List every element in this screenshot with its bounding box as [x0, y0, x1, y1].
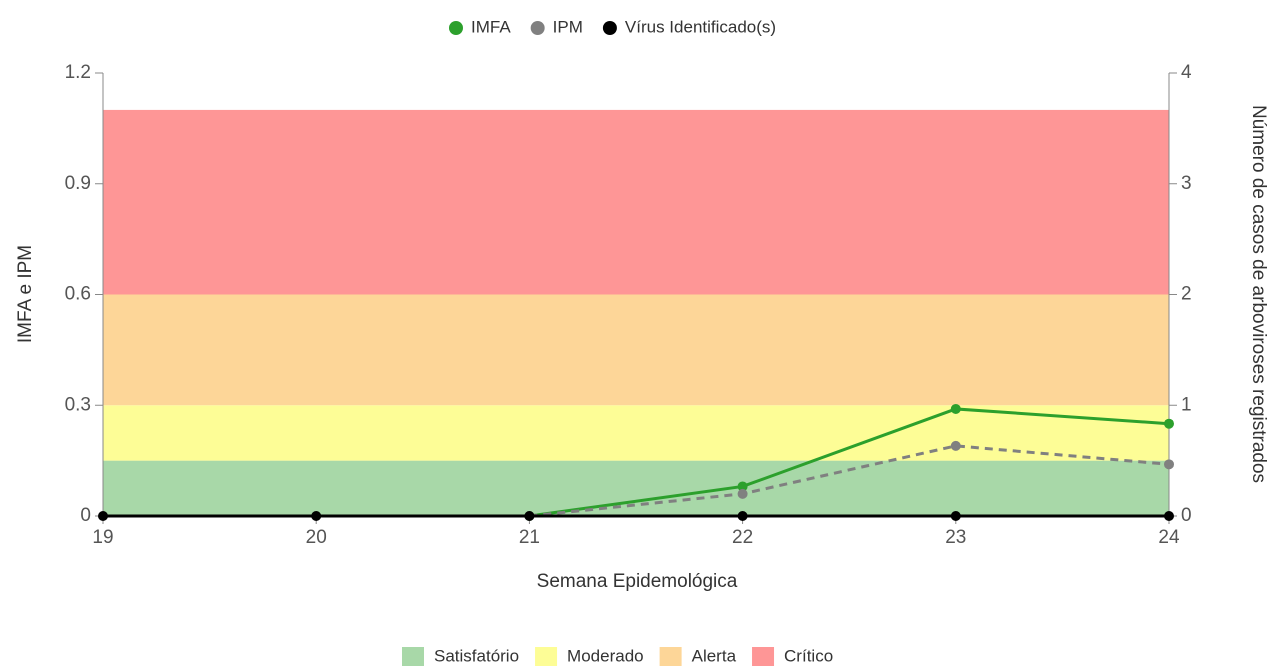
y2-axis-label: Número de casos de arboviroses registrad… — [1248, 105, 1269, 483]
point — [524, 511, 535, 521]
band — [103, 460, 1169, 516]
x-tick-label: 22 — [732, 527, 753, 548]
legend-marker — [530, 21, 545, 35]
legend-label: Vírus Identificado(s) — [625, 17, 776, 36]
legend-label: Satisfatório — [434, 646, 519, 665]
legend-marker — [602, 21, 617, 35]
x-tick-label: 23 — [945, 527, 966, 548]
legend-marker — [449, 21, 463, 35]
band — [103, 294, 1169, 406]
band — [103, 405, 1169, 461]
x-axis-label: Semana Epidemológica — [537, 571, 738, 592]
y2-tick-label: 3 — [1181, 173, 1192, 194]
point — [1164, 418, 1174, 429]
x-tick-label: 19 — [92, 527, 113, 548]
point — [950, 440, 961, 451]
legend-label: Moderado — [567, 646, 644, 665]
legend-swatch — [535, 647, 558, 666]
legend-swatch — [659, 647, 682, 666]
y-axis-label: IMFA e IPM — [15, 245, 36, 343]
y2-tick-label: 4 — [1181, 62, 1192, 83]
point — [737, 488, 748, 499]
y-tick-label: 0.6 — [65, 284, 91, 305]
y2-tick-label: 0 — [1181, 505, 1192, 526]
band — [103, 109, 1169, 295]
x-tick-label: 20 — [306, 527, 327, 548]
y-tick-label: 0.3 — [65, 394, 91, 415]
y-tick-label: 0.9 — [65, 173, 91, 194]
series-line — [529, 444, 1170, 518]
y-tick-label: 1.2 — [65, 62, 91, 83]
point — [737, 511, 748, 521]
point — [737, 481, 748, 492]
y2-tick-label: 1 — [1181, 394, 1192, 415]
legend-label: Alerta — [692, 646, 737, 665]
x-tick-label: 24 — [1158, 527, 1180, 548]
legend-swatch — [752, 647, 775, 666]
legend-label: IPM — [553, 17, 583, 36]
legend-swatch — [402, 647, 424, 666]
legend-label: Crítico — [784, 646, 833, 665]
point — [98, 511, 108, 521]
point — [950, 511, 961, 521]
x-tick-label: 21 — [519, 527, 540, 548]
point — [1164, 459, 1174, 470]
point — [311, 511, 322, 521]
series-line — [529, 407, 1170, 518]
point — [950, 403, 961, 414]
point — [1164, 511, 1174, 521]
y2-tick-label: 2 — [1181, 284, 1192, 305]
y-tick-label: 0 — [80, 505, 91, 526]
legend-label: IMFA — [471, 17, 511, 36]
